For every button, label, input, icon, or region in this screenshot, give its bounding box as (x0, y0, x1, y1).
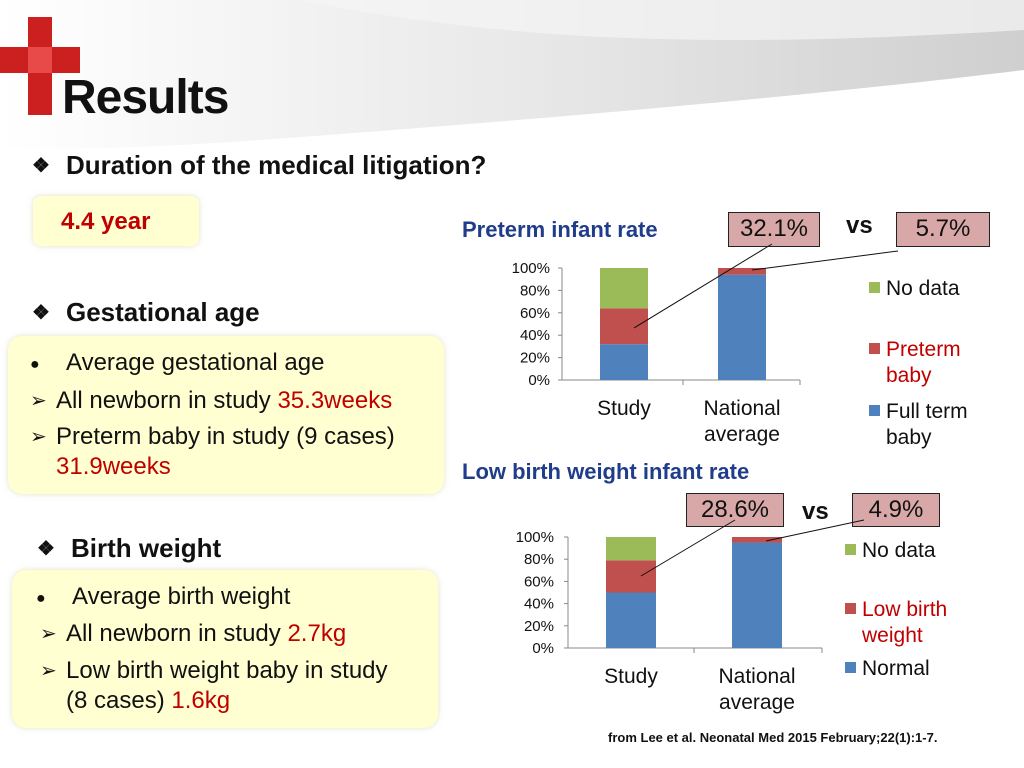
y-tick-label: 80% (520, 282, 550, 299)
birthweight-heading: ❖ Birth weight (35, 533, 221, 564)
birthweight-heading-text: Birth weight (71, 533, 222, 563)
vs-label: vs (846, 212, 873, 239)
gestational-line2: All newborn in study 35.3weeks (56, 387, 393, 414)
bar-normal (606, 592, 656, 648)
vs-label: vs (802, 498, 829, 525)
birthweight-line2: All newborn in study 2.7kg (66, 620, 347, 647)
litigation-heading: ❖ Duration of the medical litigation? (30, 150, 486, 181)
litigation-value-box: 4.4 year (33, 196, 199, 246)
legend-swatch (869, 343, 880, 354)
red-cross-logo-icon (0, 17, 80, 115)
page-title: Results (62, 71, 229, 124)
legend-swatch (869, 282, 880, 293)
chart2-title: Low birth weight infant rate (462, 459, 750, 484)
legend-item-full-term: Full term baby (869, 399, 999, 451)
source-citation: from Lee et al. Neonatal Med 2015 Februa… (608, 730, 938, 745)
callout-line (633, 243, 773, 329)
category-label: Study (604, 665, 658, 688)
legend-swatch (845, 544, 856, 555)
bar-normal (732, 542, 782, 648)
dot-bullet-icon: ● (30, 356, 40, 373)
arrow-bullet-icon: ➢ (40, 623, 57, 645)
arrow-bullet-icon: ➢ (30, 390, 47, 412)
litigation-value: 4.4 year (61, 208, 151, 235)
bar-no-data (606, 537, 656, 561)
category-label: Study (597, 397, 651, 420)
y-tick-label: 60% (524, 573, 554, 590)
bar-low-birth-weight (606, 560, 656, 593)
y-tick-label: 20% (524, 618, 554, 635)
header-background (0, 0, 1024, 149)
birthweight-line1: Average birth weight (72, 583, 291, 610)
chart1-title: Preterm infant rate (462, 217, 658, 242)
diamond-bullet-icon: ❖ (37, 538, 55, 560)
arrow-bullet-icon: ➢ (30, 426, 47, 448)
callout-line (751, 250, 899, 271)
category-label: National (703, 397, 780, 420)
callout-line (640, 519, 736, 577)
legend-item-no-data: No data (845, 538, 985, 564)
diamond-bullet-icon: ❖ (32, 302, 50, 324)
bar-preterm-baby (718, 268, 766, 275)
legend-item-no-data: No data (869, 276, 999, 302)
bar-full-term-baby (600, 344, 648, 380)
category-label: National (718, 665, 795, 688)
y-tick-label: 100% (516, 529, 554, 546)
arrow-bullet-icon: ➢ (40, 660, 57, 682)
gestational-heading: ❖ Gestational age (30, 297, 260, 328)
diamond-bullet-icon: ❖ (32, 155, 50, 177)
legend-swatch (845, 662, 856, 673)
bar-preterm-baby (600, 308, 648, 345)
legend-item-preterm: Preterm baby (869, 337, 999, 389)
y-tick-label: 100% (512, 260, 550, 277)
preterm-study-rate: 32.1% (728, 212, 820, 247)
legend-item-low-birth-weight: Low birth weight (845, 597, 985, 649)
lbw-study-rate: 28.6% (686, 493, 784, 527)
gestational-line3: Preterm baby in study (9 cases) 31.9weeks (56, 423, 395, 480)
y-tick-label: 40% (520, 327, 550, 344)
y-tick-label: 0% (528, 372, 550, 389)
y-tick-label: 60% (520, 305, 550, 322)
legend-item-normal: Normal (845, 656, 985, 682)
y-tick-label: 0% (532, 640, 554, 657)
category-label: average (719, 691, 795, 714)
legend-swatch (845, 603, 856, 614)
gestational-heading-text: Gestational age (66, 297, 260, 327)
gestational-box: ● Average gestational age ➢ All newborn … (8, 336, 444, 494)
legend-swatch (869, 405, 880, 416)
y-tick-label: 80% (524, 551, 554, 568)
birthweight-box: ● Average birth weight ➢ All newborn in … (12, 570, 438, 728)
bar-no-data (600, 268, 648, 309)
preterm-national-rate: 5.7% (896, 212, 990, 247)
gestational-line1: Average gestational age (66, 349, 325, 376)
dot-bullet-icon: ● (36, 590, 46, 607)
y-tick-label: 40% (524, 596, 554, 613)
litigation-heading-text: Duration of the medical litigation? (66, 150, 487, 180)
lbw-national-rate: 4.9% (852, 493, 940, 527)
y-tick-label: 20% (520, 350, 550, 367)
bar-low-birth-weight (732, 537, 782, 543)
bar-full-term-baby (718, 274, 766, 380)
birthweight-line3: Low birth weight baby in study (8 cases) … (66, 657, 388, 714)
category-label: average (704, 423, 780, 446)
